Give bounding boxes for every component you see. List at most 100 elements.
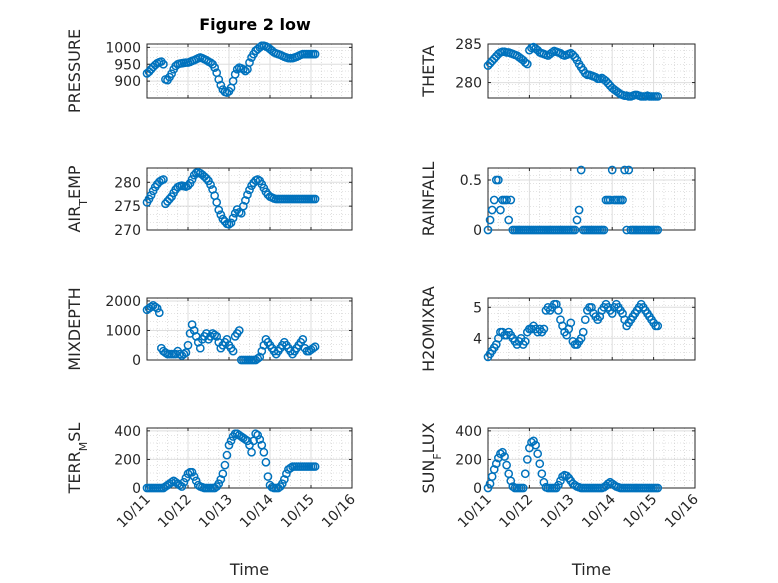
ylabel-terr-msl: TERRMSL bbox=[65, 423, 90, 495]
data-point bbox=[159, 175, 168, 184]
data-point bbox=[607, 165, 617, 175]
data-point bbox=[570, 225, 580, 235]
data-point bbox=[531, 440, 540, 450]
subplot-h2omixra: 4 5 H2OMIXRA bbox=[419, 286, 696, 372]
data-point bbox=[537, 469, 547, 479]
data-point bbox=[520, 337, 530, 346]
data-point bbox=[489, 465, 499, 474]
data-point bbox=[206, 58, 215, 67]
data-point bbox=[214, 75, 224, 84]
data-point bbox=[241, 435, 250, 444]
data-point bbox=[494, 175, 503, 185]
data-point bbox=[520, 469, 530, 479]
ylabel-pressure: PRESSURE bbox=[65, 29, 84, 113]
data-point bbox=[222, 450, 232, 460]
data-point bbox=[202, 174, 211, 183]
data-point bbox=[535, 459, 545, 469]
y-tick-label: 4 bbox=[473, 331, 482, 347]
data-point bbox=[599, 225, 609, 235]
data-point bbox=[214, 479, 224, 489]
data-point bbox=[566, 318, 576, 328]
data-point bbox=[591, 72, 600, 82]
data-point bbox=[498, 447, 507, 457]
data-point bbox=[502, 460, 511, 470]
x-tick-label: 10/14 bbox=[579, 491, 619, 531]
y-tick-label: 2000 bbox=[105, 294, 141, 310]
ylabel-theta: THETA bbox=[419, 45, 438, 97]
data-point bbox=[483, 483, 493, 493]
data-point bbox=[562, 471, 572, 481]
data-point bbox=[520, 58, 530, 67]
data-point bbox=[483, 225, 493, 235]
data-point bbox=[175, 349, 185, 359]
data-point bbox=[161, 348, 170, 357]
figure-title: Figure 2 low bbox=[199, 15, 311, 34]
data-point bbox=[277, 479, 287, 489]
data-point bbox=[212, 197, 222, 207]
data-point bbox=[243, 436, 252, 446]
data-point bbox=[179, 477, 189, 487]
y-tick-label: 0 bbox=[132, 481, 141, 497]
data-point bbox=[146, 302, 156, 312]
data-point bbox=[167, 69, 176, 79]
ylabel-sun-flux: SUNFLUX bbox=[419, 422, 444, 493]
y-tick-label: 0 bbox=[473, 223, 482, 239]
x-tick-label: 10/16 bbox=[319, 491, 359, 531]
y-tick-label: 1000 bbox=[105, 323, 141, 339]
series-mixdepth bbox=[142, 301, 320, 365]
data-point bbox=[150, 302, 160, 312]
data-point bbox=[489, 195, 499, 205]
data-point bbox=[191, 476, 201, 486]
data-point bbox=[218, 469, 228, 479]
data-point bbox=[572, 215, 582, 225]
data-point bbox=[253, 354, 263, 363]
axes-box bbox=[487, 297, 696, 361]
data-point bbox=[195, 343, 205, 353]
data-point bbox=[183, 181, 193, 190]
data-point bbox=[179, 349, 189, 359]
data-point bbox=[167, 477, 176, 487]
ylabel-air-temp: AIRTEMP bbox=[65, 165, 90, 232]
subplot-mixdepth: 0 1000 2000 MIXDEPTH bbox=[65, 287, 353, 371]
data-point bbox=[282, 469, 291, 479]
data-point bbox=[529, 436, 538, 446]
y-tick-label: 400 bbox=[455, 424, 482, 440]
x-tick-label: 10/16 bbox=[662, 491, 702, 531]
y-tick-label: 0.5 bbox=[460, 173, 482, 189]
data-point bbox=[487, 472, 497, 481]
x-tick-label: 10/13 bbox=[196, 492, 236, 532]
data-point bbox=[653, 483, 663, 493]
data-point bbox=[554, 306, 563, 315]
data-point bbox=[504, 215, 514, 225]
data-point bbox=[220, 460, 230, 470]
data-point bbox=[239, 201, 248, 211]
data-point bbox=[241, 66, 250, 76]
data-point bbox=[152, 303, 162, 313]
data-point bbox=[620, 165, 629, 175]
x-tick-label: 10/11 bbox=[114, 492, 154, 532]
data-point bbox=[653, 92, 663, 101]
data-point bbox=[653, 321, 663, 331]
data-point bbox=[556, 476, 565, 486]
data-point bbox=[500, 452, 509, 461]
data-point bbox=[239, 64, 248, 74]
axes-box bbox=[487, 43, 696, 99]
data-point bbox=[187, 467, 197, 477]
data-point bbox=[214, 205, 224, 215]
data-point bbox=[618, 195, 627, 205]
series-h2omixra bbox=[483, 299, 663, 362]
x-tick-label: 10/13 bbox=[538, 492, 578, 532]
data-point bbox=[487, 205, 497, 215]
data-point bbox=[234, 326, 244, 335]
data-point bbox=[653, 225, 663, 235]
y-tick-label: 200 bbox=[114, 452, 141, 468]
data-point bbox=[568, 50, 578, 60]
data-point bbox=[255, 435, 265, 444]
axes-box bbox=[146, 427, 353, 489]
series-air-temp bbox=[142, 167, 320, 229]
data-point bbox=[230, 70, 240, 79]
axes-box bbox=[146, 43, 353, 99]
x-tick-label: 10/12 bbox=[496, 492, 536, 532]
data-point bbox=[506, 195, 516, 205]
data-point bbox=[181, 473, 191, 483]
